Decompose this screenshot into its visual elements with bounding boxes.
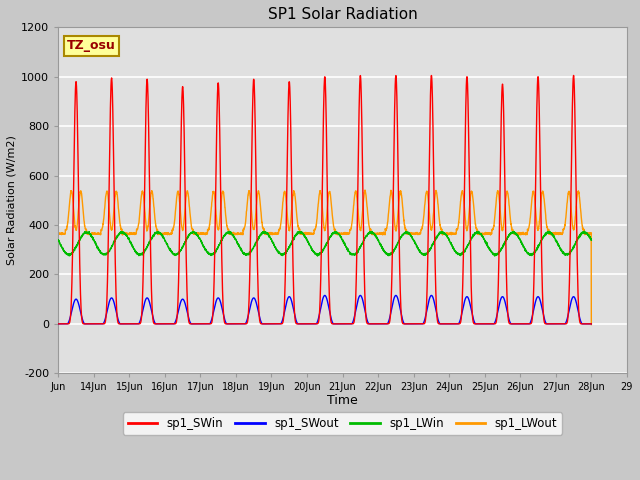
sp1_LWin <box>580 228 588 234</box>
sp1_SWin <box>386 317 394 323</box>
sp1_SWout <box>377 321 385 327</box>
sp1_LWin <box>204 249 211 255</box>
sp1_SWin <box>204 321 211 327</box>
sp1_SWout <box>588 321 595 327</box>
sp1_SWout <box>537 300 545 306</box>
Title: SP1 Solar Radiation: SP1 Solar Radiation <box>268 7 417 22</box>
Text: TZ_osu: TZ_osu <box>67 39 116 52</box>
Line: sp1_LWout: sp1_LWout <box>58 190 591 324</box>
sp1_LWout <box>588 322 595 327</box>
sp1_SWout <box>587 321 595 327</box>
sp1_LWin <box>588 237 595 243</box>
sp1_SWin <box>54 321 62 327</box>
Line: sp1_LWin: sp1_LWin <box>58 231 591 256</box>
sp1_LWout <box>204 231 211 237</box>
sp1_LWin <box>588 237 595 242</box>
sp1_LWout <box>361 187 369 193</box>
sp1_SWout <box>204 321 211 327</box>
sp1_SWout <box>54 321 62 327</box>
sp1_SWin <box>377 321 385 327</box>
sp1_SWin <box>570 72 577 78</box>
sp1_LWout <box>54 231 62 237</box>
sp1_LWin <box>537 238 545 244</box>
sp1_SWin <box>537 196 545 202</box>
sp1_SWin <box>587 321 595 327</box>
Y-axis label: Solar Radiation (W/m2): Solar Radiation (W/m2) <box>7 135 17 265</box>
sp1_SWout <box>428 292 435 298</box>
sp1_LWout <box>587 231 595 237</box>
sp1_LWin <box>386 251 394 257</box>
sp1_LWout <box>537 202 545 207</box>
sp1_SWout <box>386 314 394 320</box>
X-axis label: Time: Time <box>327 394 358 407</box>
Line: sp1_SWin: sp1_SWin <box>58 75 591 324</box>
sp1_SWin <box>168 321 176 327</box>
sp1_LWout <box>377 231 385 237</box>
sp1_SWin <box>588 321 595 327</box>
Legend: sp1_SWin, sp1_SWout, sp1_LWin, sp1_LWout: sp1_SWin, sp1_SWout, sp1_LWin, sp1_LWout <box>123 412 562 435</box>
sp1_LWin <box>54 237 62 243</box>
sp1_LWin <box>377 243 385 249</box>
Line: sp1_SWout: sp1_SWout <box>58 295 591 324</box>
sp1_SWout <box>168 321 176 327</box>
sp1_LWout <box>386 194 394 200</box>
sp1_LWout <box>168 227 176 233</box>
sp1_LWin <box>491 253 499 259</box>
sp1_LWin <box>168 251 176 256</box>
